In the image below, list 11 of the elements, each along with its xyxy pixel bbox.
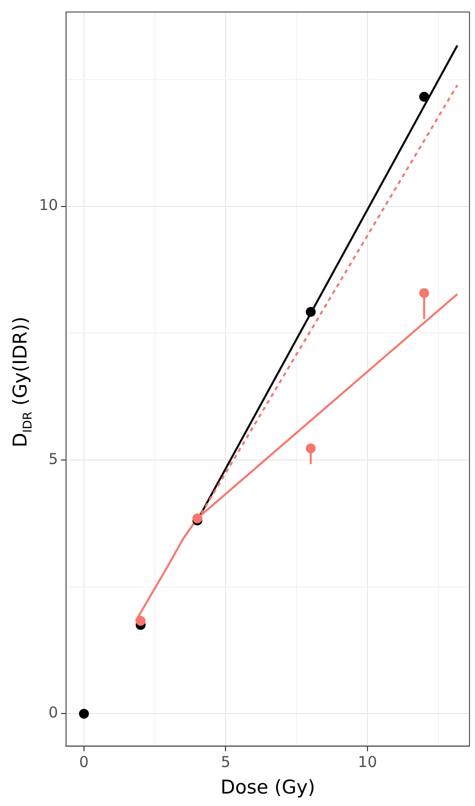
- point: [306, 306, 316, 317]
- y-tick-label: 0: [48, 704, 58, 722]
- x-tick-label: 10: [358, 753, 377, 772]
- x-axis-title: Dose (Gy): [220, 776, 316, 799]
- y-tick-label: 5: [48, 450, 58, 468]
- point: [419, 92, 430, 102]
- x-tick-label: 0: [79, 753, 89, 772]
- point: [136, 616, 146, 626]
- point: [78, 708, 89, 719]
- x-tick-label: 5: [220, 753, 230, 772]
- y-tick-label: 10: [38, 196, 58, 214]
